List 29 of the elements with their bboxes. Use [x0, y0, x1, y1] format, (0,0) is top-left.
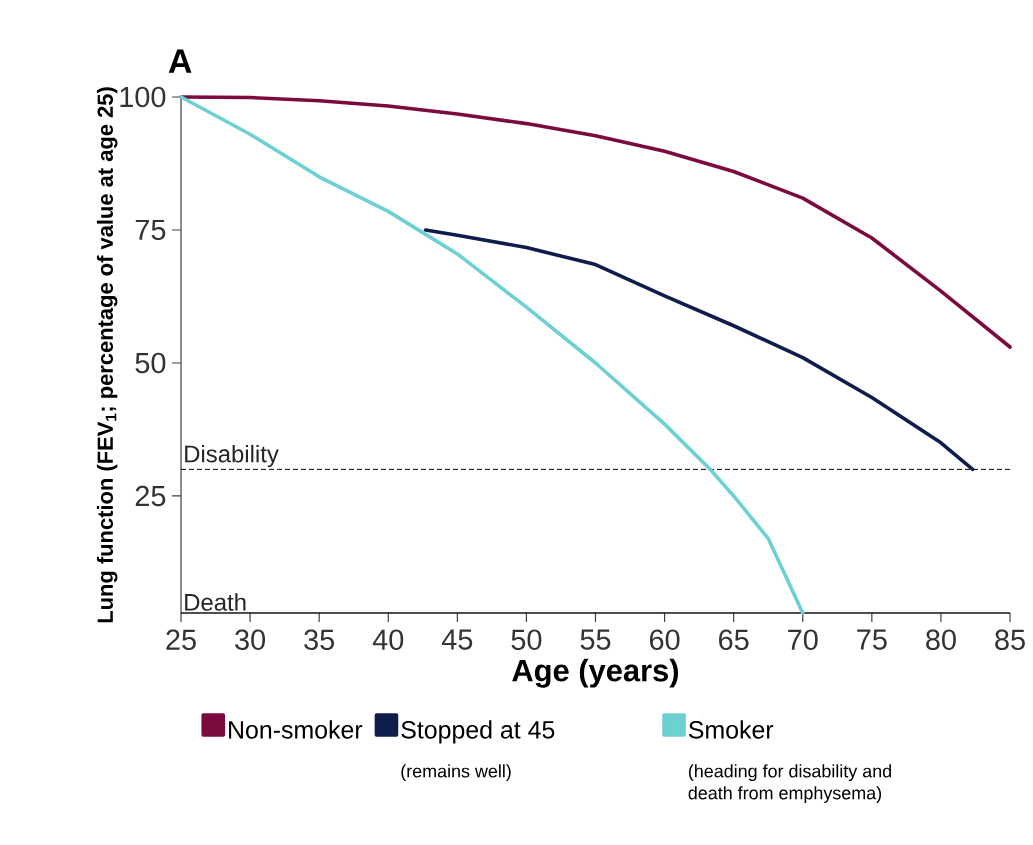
x-tick-label: 55 [580, 629, 611, 650]
line-series [423, 228, 975, 472]
x-tick-label: 75 [857, 629, 887, 650]
chart-title: A [168, 49, 192, 73]
x-axis-title: Age (years) [512, 658, 679, 688]
y-tick-label: 50 [135, 352, 166, 374]
y-tick-label: 25 [135, 485, 166, 507]
legend-label: Non-smoker [229, 720, 363, 739]
text: (remains well) [401, 764, 511, 781]
x-tick-label: 70 [788, 629, 818, 650]
y-axis-title: Lung function (FEV$_{1}$; percentage of value at age 25) [96, 87, 118, 623]
x-tick-label: 30 [235, 629, 266, 650]
ref-line-label: Disability [185, 444, 279, 468]
x-tick-label: 50 [511, 629, 542, 650]
x-tick-label: 45 [441, 629, 473, 650]
x-tick-label: 60 [649, 629, 680, 650]
x-tick-label: 35 [304, 629, 335, 650]
y-tick-label: 100 [120, 86, 166, 108]
x-tick-label: 25 [166, 629, 196, 650]
x-tick-label: 65 [719, 629, 749, 650]
text: (heading for disability and death from emphysema) [688, 764, 891, 803]
legend-label: Smoker [688, 720, 774, 739]
x-tick-label: 40 [372, 629, 404, 650]
x-tick-label: 80 [926, 629, 956, 650]
y-tick-label: 75 [135, 219, 166, 241]
legend-label: Stopped at 45 [401, 720, 555, 744]
x-tick-label: 85 [995, 629, 1025, 650]
ref-line-label: Death [185, 593, 246, 611]
line-series [179, 95, 1012, 349]
